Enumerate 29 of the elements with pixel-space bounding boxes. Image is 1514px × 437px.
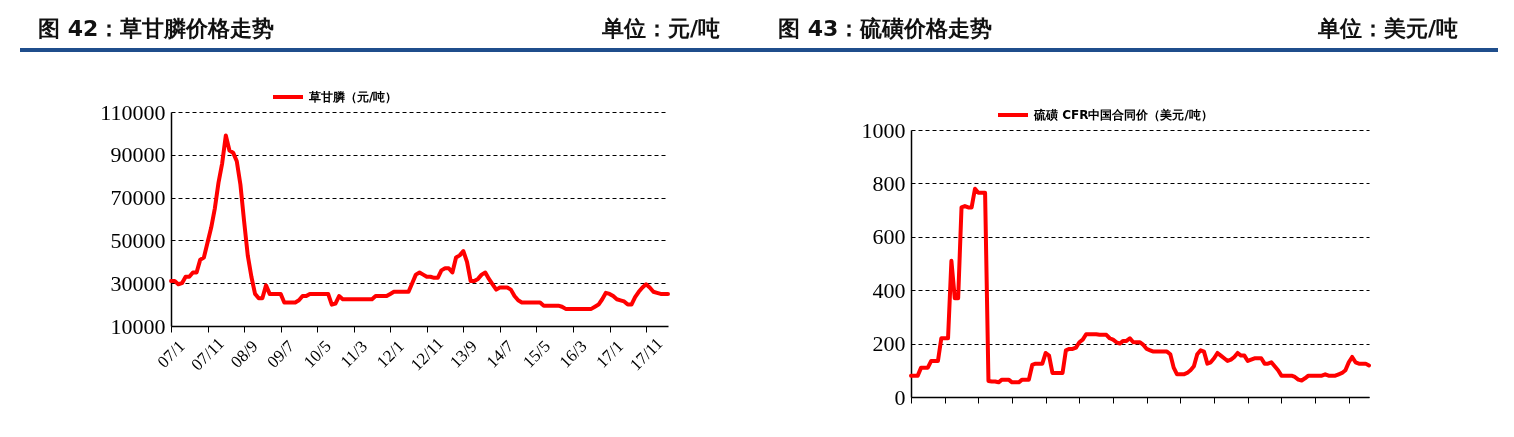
x-tick-label: 09/7 (263, 336, 299, 372)
x-tick-label: 10/5 (299, 336, 335, 372)
x-tick-label: 11/3 (336, 336, 372, 372)
y-tick-label: 110000 (100, 99, 166, 125)
y-tick-label: 400 (872, 277, 906, 303)
x-tick-label: 12/1 (373, 336, 408, 372)
x-tick-label: 07/1 (153, 336, 189, 372)
chart-title: 图 43：硫磺价格走势 (778, 15, 993, 43)
legend-label: 草甘膦（元/吨） (308, 90, 398, 104)
x-tick-label: 17/1 (592, 336, 628, 372)
x-tick-label: 08/9 (226, 336, 262, 372)
y-tick-label: 600 (872, 224, 906, 250)
y-tick-label: 200 (872, 331, 906, 357)
x-tick-label: 13/9 (446, 336, 481, 372)
y-tick-label: 50000 (110, 227, 166, 253)
legend-label: 硫磺 CFR中国合同价（美元/吨） (1033, 108, 1213, 122)
x-tick-label: 15/5 (519, 336, 554, 372)
x-tick-label: 14/7 (482, 336, 518, 372)
y-tick-label: 800 (872, 170, 906, 196)
chart-title: 图 42：草甘膦价格走势 (38, 15, 275, 43)
x-tick-label: 16/3 (555, 336, 591, 372)
y-tick-label: 10000 (110, 313, 166, 339)
y-tick-label: 70000 (110, 185, 166, 211)
y-tick-label: 1000 (861, 117, 906, 143)
y-tick-label: 90000 (110, 142, 166, 168)
chart-subtitle: 单位：元/吨 (601, 15, 720, 43)
y-tick-label: 0 (894, 384, 906, 410)
chart-subtitle: 单位：美元/吨 (1317, 15, 1458, 43)
y-tick-label: 30000 (110, 270, 166, 296)
